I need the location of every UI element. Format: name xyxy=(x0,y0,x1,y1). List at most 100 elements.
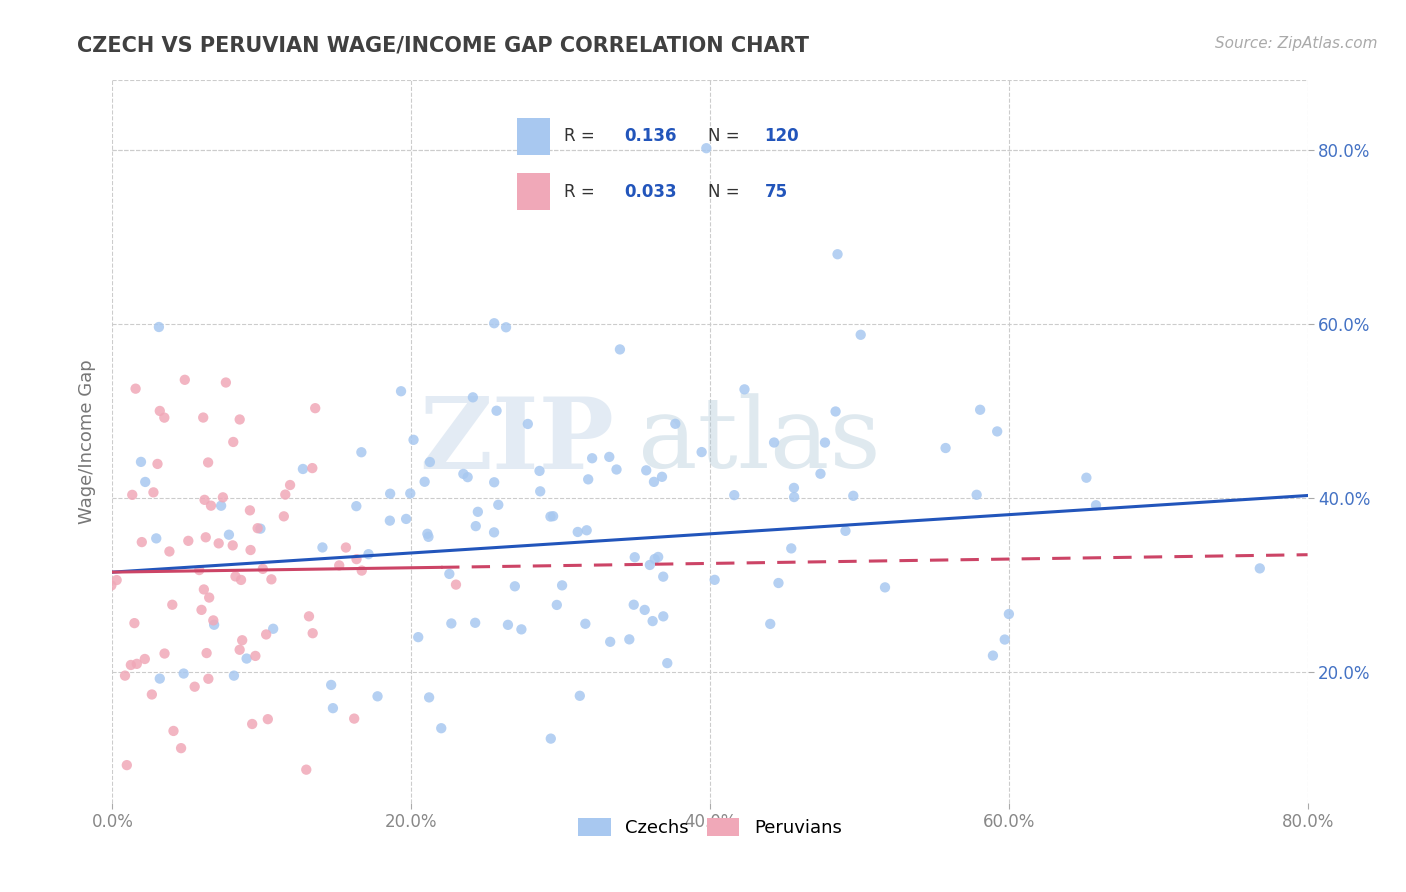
Point xyxy=(344,499,367,513)
Point xyxy=(77,740,100,755)
Point xyxy=(235,651,257,665)
Point xyxy=(222,538,245,552)
Point xyxy=(157,544,180,558)
Point xyxy=(1076,471,1098,485)
Point xyxy=(529,484,551,499)
Point xyxy=(239,503,262,517)
Point xyxy=(260,572,283,586)
Point xyxy=(129,455,152,469)
Text: ZIP: ZIP xyxy=(419,393,614,490)
Point xyxy=(430,721,453,735)
Point xyxy=(464,519,486,533)
Point xyxy=(399,486,422,500)
Point xyxy=(193,582,215,597)
Point xyxy=(195,646,218,660)
Point xyxy=(540,731,562,746)
Point xyxy=(90,450,112,464)
Point xyxy=(121,488,143,502)
Point xyxy=(262,622,284,636)
Point xyxy=(619,632,641,647)
Point xyxy=(444,577,467,591)
Point xyxy=(969,402,991,417)
Point xyxy=(652,569,675,583)
Point xyxy=(124,382,146,396)
Point xyxy=(723,488,745,502)
Point xyxy=(49,629,72,643)
Point xyxy=(734,382,756,396)
Point xyxy=(4,629,27,643)
Point xyxy=(998,607,1021,621)
Point xyxy=(623,550,645,565)
Point xyxy=(516,417,538,431)
Point xyxy=(231,633,253,648)
Point xyxy=(124,616,146,631)
Point xyxy=(148,320,170,334)
Point xyxy=(304,401,326,416)
Point xyxy=(413,475,436,489)
Point xyxy=(134,652,156,666)
Point xyxy=(273,509,295,524)
Point xyxy=(229,573,252,587)
Point xyxy=(440,616,463,631)
Point xyxy=(418,530,440,544)
Point xyxy=(311,541,333,555)
Point xyxy=(190,603,212,617)
Point xyxy=(215,376,238,390)
Point xyxy=(153,410,176,425)
Point xyxy=(402,433,425,447)
Point xyxy=(416,526,439,541)
Point xyxy=(0,510,15,524)
Point xyxy=(605,462,627,476)
Point xyxy=(197,455,219,469)
Point xyxy=(346,552,368,566)
Point xyxy=(30,590,52,604)
Point xyxy=(541,509,564,524)
Point xyxy=(208,536,231,550)
Point xyxy=(115,758,138,772)
Point xyxy=(274,487,297,501)
Point xyxy=(350,564,373,578)
Point xyxy=(120,657,142,672)
Point xyxy=(252,562,274,576)
Point xyxy=(322,701,344,715)
Point xyxy=(981,648,1004,663)
Point xyxy=(200,499,222,513)
Point xyxy=(149,404,172,418)
Point xyxy=(935,441,957,455)
Y-axis label: Wage/Income Gap: Wage/Income Gap xyxy=(77,359,96,524)
Point xyxy=(581,451,603,466)
Point xyxy=(623,598,645,612)
Point xyxy=(222,668,245,682)
Point xyxy=(849,327,872,342)
Point xyxy=(378,486,401,500)
Text: Source: ZipAtlas.com: Source: ZipAtlas.com xyxy=(1215,36,1378,51)
Point xyxy=(173,373,195,387)
Point xyxy=(406,630,429,644)
Point xyxy=(638,558,661,572)
Point xyxy=(0,671,8,685)
Point xyxy=(301,461,323,475)
Point xyxy=(567,524,589,539)
Point xyxy=(461,390,484,404)
Point xyxy=(644,552,666,566)
Point xyxy=(510,623,533,637)
Point xyxy=(146,457,169,471)
Point xyxy=(657,656,679,670)
Point xyxy=(439,566,461,581)
Point xyxy=(209,499,232,513)
Point xyxy=(183,680,205,694)
Point xyxy=(966,488,988,502)
Point xyxy=(134,475,156,489)
Point xyxy=(395,512,418,526)
Point xyxy=(482,525,505,540)
Point xyxy=(485,403,508,417)
Point xyxy=(170,741,193,756)
Point xyxy=(540,509,562,524)
Point xyxy=(482,475,505,490)
Point xyxy=(1249,561,1271,575)
Point xyxy=(193,410,215,425)
Point xyxy=(598,450,620,464)
Point xyxy=(328,558,350,573)
Point xyxy=(100,578,122,592)
Point xyxy=(780,541,803,556)
